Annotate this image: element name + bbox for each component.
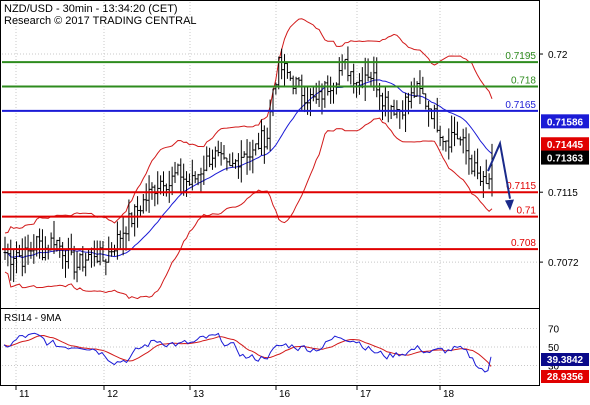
level-label: 0.7195 xyxy=(505,51,536,62)
price-badge xyxy=(541,150,589,165)
rsi-ma-label: 28.9356 xyxy=(547,372,584,383)
level-label: 0.7165 xyxy=(505,100,536,111)
rsi-lines xyxy=(3,332,492,373)
forecast-arrow-line xyxy=(487,140,511,199)
price-badge-label: 0.71363 xyxy=(547,154,584,165)
chart-copyright: Research © 2017 TRADING CENTRAL xyxy=(4,15,197,27)
level-label: 0.708 xyxy=(511,238,536,249)
y-tick-label: 0.7115 xyxy=(548,188,578,199)
bollinger-upper xyxy=(4,18,493,234)
x-tick-label: 16 xyxy=(279,389,291,400)
level-label: 0.71 xyxy=(517,206,537,217)
price-badge-label: 0.71445 xyxy=(547,140,584,151)
bollinger-bands xyxy=(4,18,493,300)
axis-labels: 11 12 13 16 17 18 0.7072 0.7115 0.72 70 50 30 0.7158… xyxy=(15,50,589,400)
x-tick-label: 11 xyxy=(19,389,30,400)
candlestick-series xyxy=(3,46,494,283)
forecast-arrow-head xyxy=(505,199,514,211)
y-tick-label: 0.72 xyxy=(548,50,568,61)
level-label: 0.7115 xyxy=(506,181,536,192)
y-tick-label: 0.7072 xyxy=(548,258,579,269)
rsi-panel-frame xyxy=(0,308,540,386)
chart-title: NZD/USD - 30min - 13:34:20 (CET) xyxy=(4,3,178,15)
rsi-tick-label: 30 xyxy=(548,362,560,373)
price-badge-label: 0.71586 xyxy=(547,117,584,128)
x-tick-label: 18 xyxy=(443,389,455,400)
rsi-value-label: 39.3842 xyxy=(547,355,584,366)
price-badge xyxy=(541,137,589,152)
x-tick-label: 12 xyxy=(107,389,119,400)
x-tick-label: 17 xyxy=(360,389,372,400)
rsi-ma-line xyxy=(3,334,492,367)
x-tick-label: 13 xyxy=(193,389,205,400)
price-badge xyxy=(541,114,589,129)
support-resistance-levels: 0.7195 0.718 0.7165 0.7115 0.71 0.708 xyxy=(2,51,538,251)
rsi-ma-badge xyxy=(541,370,589,383)
bollinger-lower xyxy=(4,117,493,300)
rsi-value-badge xyxy=(541,353,589,366)
level-label: 0.718 xyxy=(511,76,536,87)
rsi-title: RSI14 - 9MA xyxy=(4,313,62,324)
moving-average xyxy=(4,79,493,259)
rsi-tick-label: 70 xyxy=(548,325,560,336)
rsi-line xyxy=(3,332,492,373)
rsi-tick-label: 50 xyxy=(548,343,560,354)
